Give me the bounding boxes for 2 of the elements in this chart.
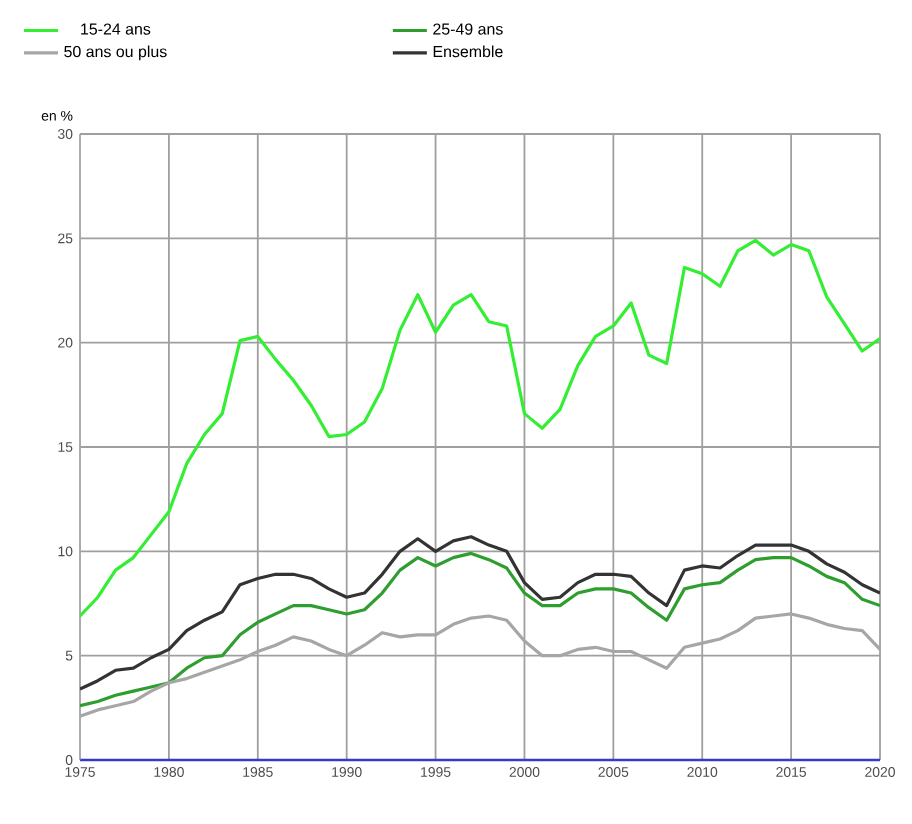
line-series bbox=[80, 551, 881, 708]
line-series bbox=[80, 238, 881, 618]
